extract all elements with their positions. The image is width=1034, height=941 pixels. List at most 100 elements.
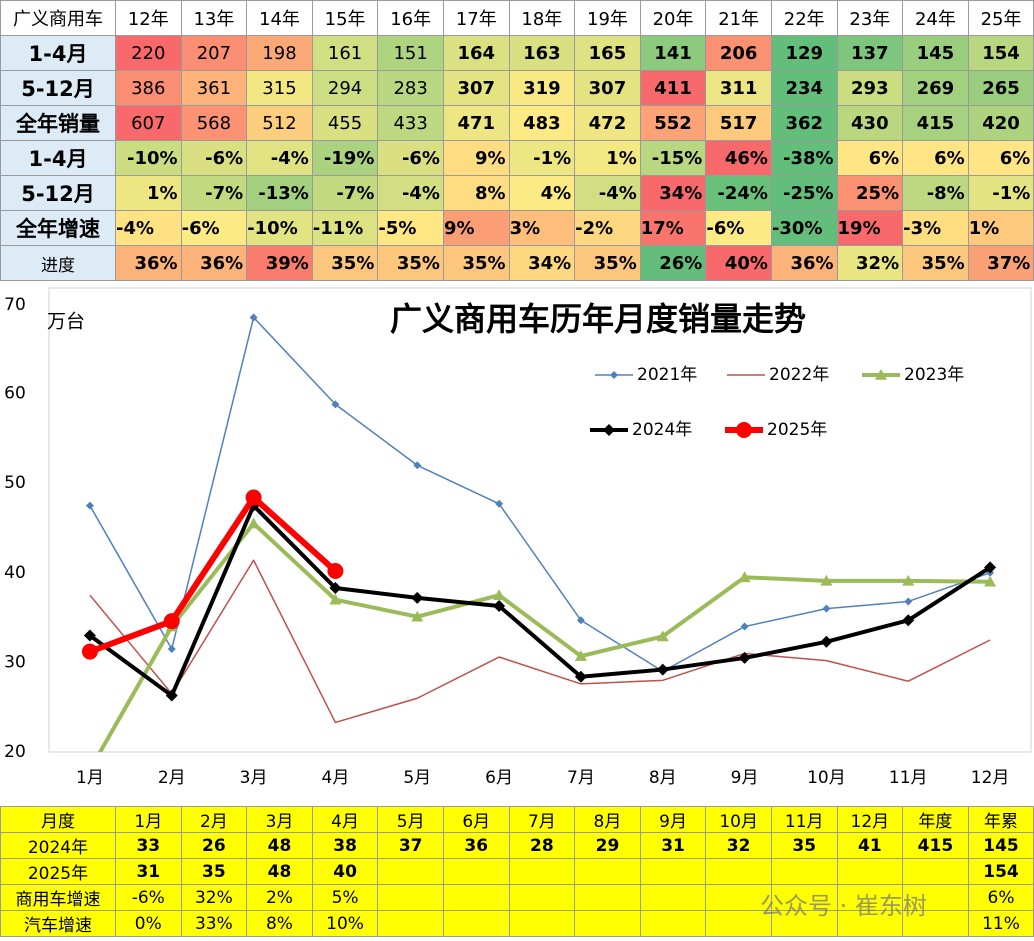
table-cell: 35 [180, 858, 248, 885]
table-cell: -8% [902, 175, 969, 211]
table-cell: 31 [639, 832, 707, 859]
table-cell [377, 910, 444, 937]
marker [81, 643, 98, 660]
header-cell: 25年 [967, 0, 1034, 36]
table-row: 2024年 33 26 48 38 37 36 28 29 31 32 35 41 415 145 [0, 832, 1034, 859]
chart: 万台 广义商用车历年月度销量走势 20 30 40 50 60 70 1月 2月 3月 4月 5月 6… [4, 287, 1032, 788]
table-cell: -19% [311, 140, 379, 176]
table-cell: 33% [180, 910, 248, 937]
header-cell: 11月 [770, 806, 838, 833]
header-cell: 21年 [705, 0, 772, 36]
table-cell: 26 [180, 832, 248, 859]
marker [822, 604, 831, 613]
marker [740, 622, 749, 631]
table-cell: 25% [836, 175, 904, 211]
header-cell: 17年 [442, 0, 510, 36]
marker [656, 663, 669, 676]
table-cell: 4% [508, 175, 576, 211]
table-cell: 34% [508, 245, 576, 281]
table-cell: 315 [246, 70, 313, 106]
table-cell: -4% [115, 210, 182, 246]
table-cell: 483 [508, 105, 576, 141]
plot [81, 313, 997, 752]
header-cell: 19年 [574, 0, 641, 36]
header-cell: 12年 [115, 0, 182, 36]
chart-title: 广义商用车历年月度销量走势 [390, 300, 806, 338]
table-cell: -2% [574, 210, 641, 246]
table-cell: -3% [902, 210, 969, 246]
table-cell: 154 [967, 35, 1034, 71]
marker [245, 489, 262, 506]
table-cell: -6% [115, 884, 182, 911]
table-cell [705, 884, 772, 911]
table-cell [705, 910, 772, 937]
table-cell [836, 910, 904, 937]
table-cell: 26% [639, 245, 707, 281]
marker [85, 501, 94, 510]
plot-area [48, 287, 1032, 753]
table-cell: 33 [115, 832, 182, 859]
row-label: 5-12月 [0, 70, 116, 106]
header-cell: 6月 [442, 806, 510, 833]
y-tick-label: 20 [4, 742, 26, 762]
table-cell: 19% [836, 210, 904, 246]
marker [163, 613, 180, 630]
table-cell [442, 884, 510, 911]
series-line [97, 521, 991, 752]
table-row: 5-12月 386 361 315 294 283 307 319 307 411 311 234 29… [0, 70, 1034, 106]
table-cell: 517 [705, 105, 772, 141]
row-label: 汽车增速 [0, 910, 116, 937]
table-cell: 568 [180, 105, 248, 141]
header-cell: 3月 [246, 806, 313, 833]
table-cell: 420 [967, 105, 1034, 141]
header-cell: 10月 [705, 806, 772, 833]
table-cell: 607 [115, 105, 182, 141]
table-cell: 141 [639, 35, 707, 71]
table-cell: 472 [574, 105, 641, 141]
table-row: 2025年 31 35 48 40 154 [0, 858, 1034, 885]
table-cell: 36% [115, 245, 182, 281]
header-cell: 5月 [377, 806, 444, 833]
table-cell [442, 910, 510, 937]
header-cell: 14年 [246, 0, 313, 36]
table-cell: 32 [705, 832, 772, 859]
y-axis-label: 万台 [47, 311, 85, 333]
header-cell: 12月 [836, 806, 904, 833]
table-row: 1-4月 220 207 198 161 151 164 163 165 141 206 129 137… [0, 35, 1034, 71]
row-label: 全年销量 [0, 105, 116, 141]
legend-marker [736, 422, 752, 438]
table-cell: 411 [639, 70, 707, 106]
y-tick-label: 50 [4, 473, 26, 493]
table-cell: 3% [508, 210, 576, 246]
table-cell: 129 [770, 35, 838, 71]
table-cell: -4% [574, 175, 641, 211]
table-cell [508, 858, 576, 885]
table-cell: -4% [246, 140, 313, 176]
table-cell: -6% [377, 140, 444, 176]
marker [574, 670, 587, 683]
row-label: 进度 [0, 245, 116, 281]
row-label: 1-4月 [0, 35, 116, 71]
table-cell [377, 884, 444, 911]
x-tick-label: 1月 [76, 768, 104, 788]
header-cell: 18年 [508, 0, 576, 36]
table-cell: 1% [115, 175, 182, 211]
table-cell [574, 910, 641, 937]
y-tick-label: 60 [4, 384, 26, 404]
table-cell: -7% [180, 175, 248, 211]
table-cell: 9% [442, 140, 510, 176]
table-cell: 17% [639, 210, 707, 246]
marker [165, 689, 178, 702]
table-cell: 415 [902, 105, 969, 141]
marker [984, 575, 997, 587]
x-tick-label: 2月 [158, 768, 186, 788]
y-tick-label: 30 [4, 652, 26, 672]
table-cell: 36 [442, 832, 510, 859]
table-cell: 433 [377, 105, 444, 141]
table-cell: -6% [180, 210, 248, 246]
table-cell: 154 [967, 858, 1034, 885]
x-tick-label: 3月 [240, 768, 268, 788]
header-cell: 广义商用车 [0, 0, 116, 36]
table-cell: 165 [574, 35, 641, 71]
table-cell: -6% [180, 140, 248, 176]
